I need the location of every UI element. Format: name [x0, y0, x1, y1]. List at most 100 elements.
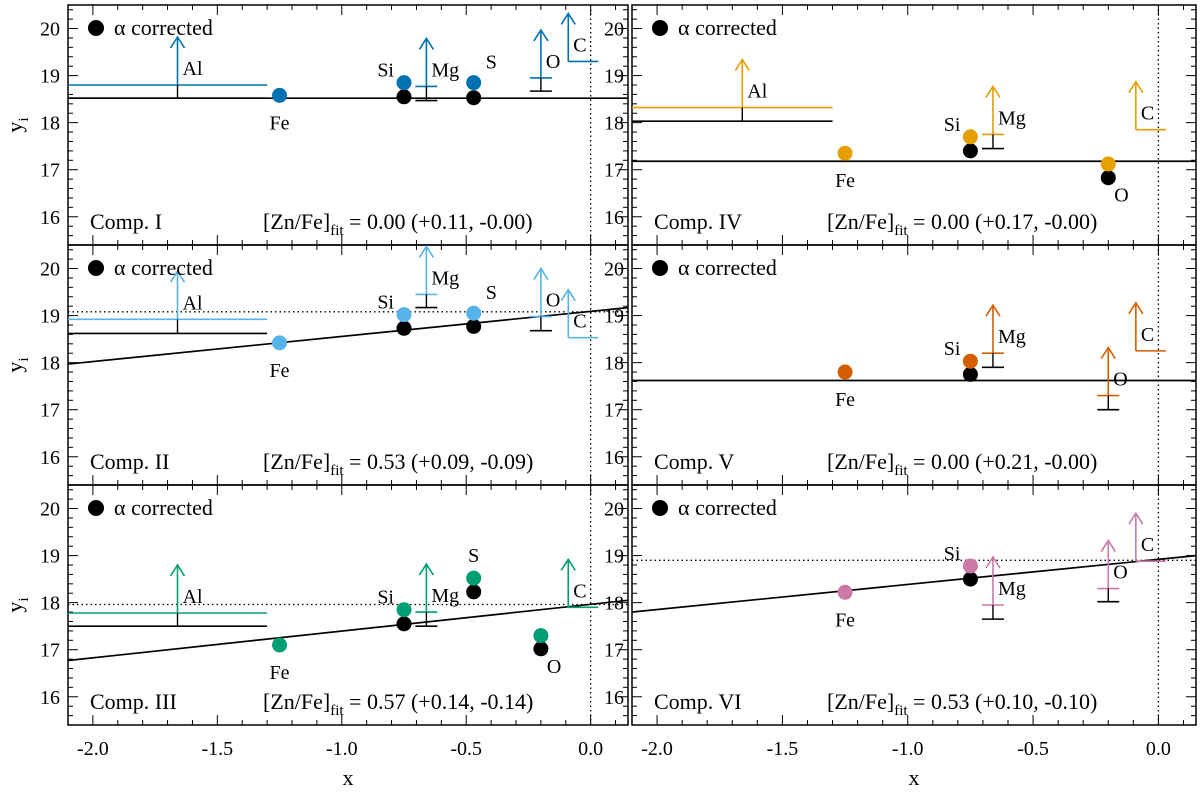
legend-marker [652, 20, 668, 36]
panel-plot-area: Al Mg C Fe Si O [632, 5, 1196, 245]
limit-label-O: O [546, 290, 560, 312]
fit-prefix: [Zn/Fe] [827, 209, 894, 234]
y-tick-label: 17 [604, 640, 624, 662]
y-tick-label: 17 [604, 400, 624, 422]
fit-value: = 0.00 (+0.11, -0.00) [344, 209, 533, 234]
legend-marker [88, 20, 104, 36]
limit-arrowhead-O [533, 267, 549, 280]
point-black-Si [962, 366, 978, 382]
fit-sub: fit [330, 223, 344, 239]
limit-arrowhead-C [560, 11, 576, 25]
panel-3: 16 17 18 19 20 yi -2.0 -1.5 -1.0 -0.5 0.0 x Al Mg C Fe S… [2, 484, 629, 790]
y-tick-label: 18 [40, 593, 60, 615]
y-tick-label: 19 [604, 66, 624, 88]
point-label-Si: Si [944, 543, 961, 565]
panel-plot-area: Al Mg OC Fe Si S [68, 5, 628, 245]
point-S [466, 75, 482, 91]
fit-value: = 0.53 (+0.09, -0.09) [344, 449, 534, 474]
fit-prefix: [Zn/Fe] [263, 449, 330, 474]
x-tick-label: -0.5 [450, 738, 482, 760]
limit-arrowhead-C [1128, 301, 1144, 315]
legend-marker [652, 260, 668, 276]
point-label-Fe: Fe [270, 662, 290, 684]
limit-arrowhead-Mg [985, 303, 1001, 317]
fit-sub: fit [894, 703, 908, 719]
point-label-Fe: Fe [835, 170, 855, 192]
limit-label-C: C [573, 34, 586, 56]
legend-label: α corrected [678, 15, 777, 40]
limit-arrowhead-Al [734, 58, 750, 72]
panel-1: 16 17 18 19 20 yi Al Mg OC Fe Si Sα corrected Comp. … [2, 4, 629, 246]
y-axis-label-sub: i [16, 357, 32, 361]
y-tick-label: 18 [604, 593, 624, 615]
point-Si [962, 129, 978, 145]
fit-sub: fit [894, 223, 908, 239]
limit-label-Mg: Mg [998, 578, 1026, 600]
point-Si [396, 602, 412, 618]
panel-name: Comp. VI [654, 689, 742, 714]
y-tick-label: 20 [604, 499, 624, 521]
y-tick-label: 20 [40, 259, 60, 281]
y-tick-label: 18 [40, 353, 60, 375]
y-axis-label-sub: i [16, 117, 32, 121]
point-label-Si: Si [377, 292, 394, 314]
limit-label-Al: Al [183, 292, 203, 314]
fit-annotation: [Zn/Fe]fit = 0.00 (+0.17, -0.00) [827, 209, 1097, 239]
y-axis-label: yi [2, 117, 32, 132]
x-tick-label: -2.0 [77, 738, 109, 760]
point-S [466, 570, 482, 586]
point-black-O [533, 641, 549, 657]
fit-annotation: [Zn/Fe]fit = 0.53 (+0.10, -0.10) [827, 689, 1097, 719]
legend-marker [88, 500, 104, 516]
fit-sub: fit [330, 463, 344, 479]
point-label-O: O [1114, 185, 1128, 207]
x-axis-label: x [909, 765, 920, 790]
limit-arrowhead-Al [169, 35, 186, 49]
y-tick-label: 16 [604, 207, 624, 229]
point-label-Fe: Fe [270, 360, 290, 382]
panel-5: 16 17 18 19 20 Mg O C Fe Si α corrected Comp. V [Zn/… [604, 244, 1197, 486]
panel-4: 16 17 18 19 20 Al Mg C Fe Si Oα corrected Comp. IV [… [604, 4, 1197, 246]
limit-label-C: C [573, 580, 586, 602]
limit-label-Al: Al [183, 586, 203, 608]
fit-annotation: [Zn/Fe]fit = 0.57 (+0.14, -0.14) [263, 689, 533, 719]
point-Si [396, 307, 412, 323]
point-O [1100, 156, 1116, 172]
point-O [533, 628, 549, 644]
limit-arrowhead-Al [169, 269, 186, 283]
fit-annotation: [Zn/Fe]fit = 0.00 (+0.11, -0.00) [263, 209, 533, 239]
point-black-Si [396, 89, 412, 105]
point-Fe [837, 145, 853, 161]
limit-arrowhead-Mg [418, 245, 435, 258]
limit-label-Mg: Mg [998, 326, 1026, 348]
point-Fe [837, 584, 853, 600]
x-tick-label: 0.0 [1146, 738, 1171, 760]
point-black-Si [396, 616, 412, 632]
x-tick-label: -0.5 [1017, 738, 1049, 760]
x-axis-label: x [343, 765, 354, 790]
limit-label-C: C [1141, 324, 1154, 346]
limit-label-Mg: Mg [998, 107, 1026, 129]
panel-plot-area: Mg O C Fe Si [632, 245, 1196, 485]
fit-prefix: [Zn/Fe] [263, 689, 330, 714]
fit-value: = 0.00 (+0.21, -0.00) [908, 449, 1098, 474]
point-Fe [272, 87, 288, 103]
point-black-Si [962, 143, 978, 159]
point-label-Si: Si [377, 587, 394, 609]
point-black-S [466, 584, 482, 600]
panel-name: Comp. IV [654, 209, 742, 234]
y-tick-label: 16 [40, 207, 60, 229]
fit-value: = 0.57 (+0.14, -0.14) [344, 689, 534, 714]
y-tick-label: 16 [604, 687, 624, 709]
limit-label-Al: Al [183, 58, 203, 80]
point-Fe [272, 335, 288, 351]
x-tick-label: 0.0 [578, 738, 603, 760]
y-tick-label: 19 [40, 66, 60, 88]
point-label-S: S [486, 282, 497, 304]
panel-plot-area: Al Mg OC Fe Si S [68, 245, 628, 485]
point-black-S [466, 318, 482, 334]
panel-name: Comp. V [654, 449, 734, 474]
panel-6: 16 17 18 19 20 -2.0 -1.5 -1.0 -0.5 0.0 x Mg OC Fe Si α … [604, 484, 1197, 790]
